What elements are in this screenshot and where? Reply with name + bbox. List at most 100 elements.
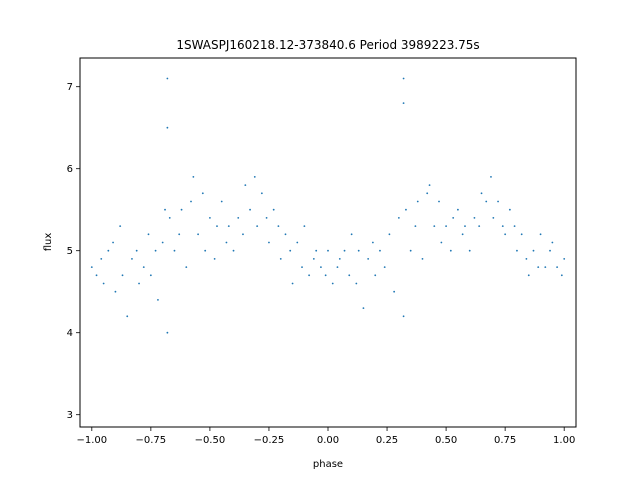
data-point xyxy=(350,233,353,236)
data-point xyxy=(527,274,530,277)
data-point xyxy=(468,249,471,252)
data-point xyxy=(492,217,495,219)
x-tick-label: −0.50 xyxy=(195,435,226,446)
data-point xyxy=(119,225,122,228)
data-point xyxy=(461,233,464,236)
data-point xyxy=(343,249,346,252)
data-point xyxy=(225,241,228,244)
data-point xyxy=(102,282,105,285)
data-point xyxy=(331,282,334,285)
data-point xyxy=(497,200,499,203)
data-point xyxy=(244,184,247,187)
data-point xyxy=(402,102,405,104)
axis-ticks: −1.00 −0.75 −0.50 −0.25 0.00 0.25 0.50 0.75 1.00… xyxy=(67,82,576,446)
data-point xyxy=(315,249,318,252)
data-point xyxy=(190,200,192,203)
data-point xyxy=(201,192,204,195)
data-point xyxy=(192,176,195,178)
data-point xyxy=(95,274,98,277)
data-point xyxy=(161,241,164,244)
data-point xyxy=(421,258,424,260)
data-point xyxy=(490,176,492,178)
data-point xyxy=(168,217,171,219)
data-point xyxy=(220,200,223,203)
data-point xyxy=(308,274,311,277)
data-point xyxy=(149,274,152,277)
data-point xyxy=(268,241,270,244)
data-point xyxy=(544,266,547,268)
x-tick-label: −1.00 xyxy=(76,435,107,446)
data-point xyxy=(173,249,176,252)
data-point xyxy=(100,258,103,260)
data-point xyxy=(303,225,306,228)
plot-frame xyxy=(79,57,577,428)
data-point xyxy=(327,249,329,252)
data-point xyxy=(563,258,566,260)
data-point xyxy=(416,200,419,203)
data-point xyxy=(478,225,481,228)
data-point xyxy=(428,184,431,187)
data-point xyxy=(426,192,429,195)
data-point xyxy=(525,258,528,260)
data-point xyxy=(520,233,523,236)
y-tick-label: 4 xyxy=(67,328,73,339)
data-points xyxy=(90,77,566,334)
x-tick-label: 0.25 xyxy=(376,435,398,446)
data-point xyxy=(166,77,169,80)
data-point xyxy=(480,192,483,195)
x-tick-label: −0.25 xyxy=(254,435,285,446)
data-point xyxy=(164,208,166,211)
data-point xyxy=(260,192,263,195)
x-tick-label: 1.00 xyxy=(553,435,575,446)
data-point xyxy=(253,176,256,178)
data-point xyxy=(312,258,315,260)
data-point xyxy=(197,233,199,236)
x-tick-label: −0.75 xyxy=(136,435,167,446)
data-point xyxy=(397,217,400,219)
data-point xyxy=(178,233,181,236)
data-point xyxy=(485,200,488,203)
y-tick-label: 5 xyxy=(67,246,73,257)
data-point xyxy=(131,258,133,260)
data-point xyxy=(336,266,339,268)
data-point xyxy=(237,217,240,219)
x-tick-label: 0.50 xyxy=(435,435,457,446)
data-point xyxy=(348,274,351,277)
data-point xyxy=(265,217,268,219)
data-point xyxy=(532,249,535,252)
chart-title: 1SWASPJ160218.12-373840.6 Period 3989223… xyxy=(176,38,479,52)
data-point xyxy=(556,266,559,268)
data-point xyxy=(473,217,476,219)
data-point xyxy=(516,249,518,252)
data-point xyxy=(90,266,93,268)
data-point xyxy=(551,241,554,244)
data-point xyxy=(301,266,303,268)
data-point xyxy=(405,208,407,211)
data-point xyxy=(379,249,381,252)
y-tick-label: 6 xyxy=(67,164,73,175)
data-point xyxy=(504,233,507,236)
data-point xyxy=(560,274,563,277)
data-point xyxy=(414,225,417,228)
data-point xyxy=(279,258,282,260)
data-point xyxy=(501,225,504,228)
data-point xyxy=(272,208,275,211)
data-point xyxy=(166,331,169,334)
data-point xyxy=(324,274,327,277)
data-point xyxy=(371,241,374,244)
data-point xyxy=(204,249,207,252)
data-point xyxy=(249,208,251,211)
data-point xyxy=(209,217,211,219)
data-point xyxy=(142,266,145,268)
data-point xyxy=(508,208,511,211)
data-point xyxy=(289,249,292,252)
x-tick-label: 0.00 xyxy=(317,435,339,446)
data-point xyxy=(256,225,259,228)
data-point xyxy=(452,217,455,219)
data-point xyxy=(213,258,216,260)
data-point xyxy=(135,249,138,252)
data-point xyxy=(355,282,358,285)
data-point xyxy=(284,233,287,236)
data-point xyxy=(362,307,365,309)
data-point xyxy=(277,225,280,228)
